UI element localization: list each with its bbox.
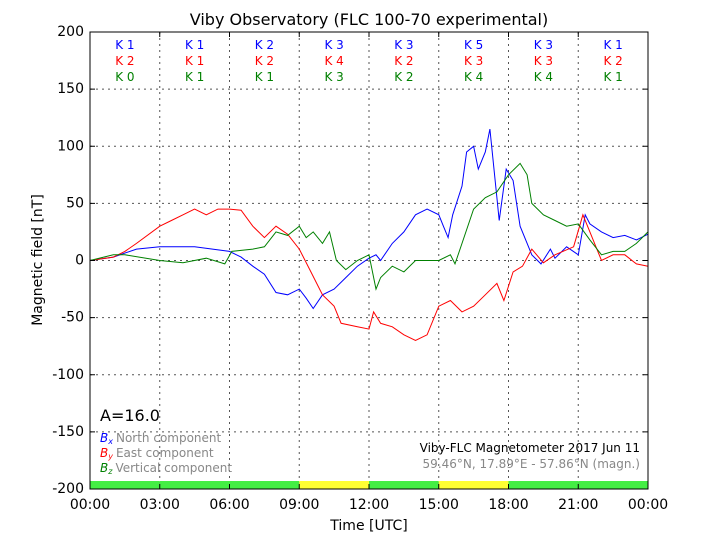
k-index-north: K 5 xyxy=(464,38,483,52)
coords-label: 59.46°N, 17.89°E - 57.86°N (magn.) xyxy=(423,457,640,471)
k-index-north: K 3 xyxy=(394,38,413,52)
y-tick-label: 200 xyxy=(57,24,84,40)
grid xyxy=(90,32,648,489)
k-index-vertical: K 4 xyxy=(534,70,553,84)
k-index-vertical: K 4 xyxy=(464,70,483,84)
k-index-north: K 1 xyxy=(603,38,622,52)
y-tick-label: -50 xyxy=(61,310,84,326)
axis-ticks: 00:00 03:00 06:00 09:00 12:00 15:00 18:00 21:00… xyxy=(52,24,668,513)
x-tick-label: 21:00 xyxy=(558,497,598,513)
k-index-east: K 2 xyxy=(394,54,413,68)
series-line-east xyxy=(89,208,649,342)
plot-frame xyxy=(89,31,649,490)
x-tick-label: 00:00 xyxy=(628,497,668,513)
activity-segment-quiet xyxy=(369,481,439,489)
k-index-north: K 1 xyxy=(115,38,134,52)
series-line-vertical xyxy=(89,162,649,291)
activity-segment-quiet xyxy=(229,481,300,489)
k-index-north: K 3 xyxy=(324,38,343,52)
k-index-east: K 2 xyxy=(255,54,274,68)
y-tick-label: -200 xyxy=(52,481,84,497)
legend-item-east: By East component xyxy=(100,446,214,461)
y-tick-label: 0 xyxy=(75,253,84,269)
k-index-vertical: K 1 xyxy=(185,70,204,84)
k-index-east: K 3 xyxy=(534,54,553,68)
y-tick-label: 50 xyxy=(66,195,84,211)
k-index-north: K 2 xyxy=(255,38,274,52)
y-tick-label: -150 xyxy=(52,424,84,440)
activity-segment-quiet xyxy=(90,481,160,489)
x-tick-label: 09:00 xyxy=(279,497,319,513)
k-index-east: K 2 xyxy=(115,54,134,68)
x-tick-label: 12:00 xyxy=(349,497,389,513)
k-index-east: K 4 xyxy=(324,54,343,68)
activity-segment-active xyxy=(438,481,509,489)
k-index-east: K 1 xyxy=(185,54,204,68)
y-tick-label: 100 xyxy=(57,138,84,154)
k-index-north: K 3 xyxy=(534,38,553,52)
y-axis-label: Magnetic field [nT] xyxy=(30,194,46,326)
station-label: Viby-FLC Magnetometer 2017 Jun 11 xyxy=(420,441,640,455)
y-tick-label: -100 xyxy=(52,367,84,383)
k-index-vertical: K 3 xyxy=(324,70,343,84)
activity-segment-quiet xyxy=(159,481,230,489)
x-tick-label: 15:00 xyxy=(419,497,459,513)
activity-bar xyxy=(90,481,648,489)
k-index-vertical: K 2 xyxy=(394,70,413,84)
x-tick-label: 03:00 xyxy=(140,497,180,513)
series-lines xyxy=(89,129,649,342)
x-tick-label: 06:00 xyxy=(209,497,249,513)
x-tick-label: 00:00 xyxy=(70,497,110,513)
legend-item-vertical: Bz Vertical component xyxy=(100,461,232,476)
activity-segment-active xyxy=(299,481,369,489)
a-index: A=16.0 xyxy=(100,406,160,425)
k-indices: K 1 K 1 K 2 K 3 K 3 K 5 K 3 K 1 K 2 K 1 K 2 K 4 K 2 K… xyxy=(115,38,623,84)
k-index-east: K 2 xyxy=(603,54,622,68)
y-tick-label: 150 xyxy=(57,81,84,97)
k-index-north: K 1 xyxy=(185,38,204,52)
k-index-east: K 3 xyxy=(464,54,483,68)
activity-segment-quiet xyxy=(578,481,648,489)
chart-title: Viby Observatory (FLC 100-70 experimenta… xyxy=(190,10,549,29)
legend-item-north: Bx North component xyxy=(100,431,222,446)
k-index-vertical: K 0 xyxy=(115,70,134,84)
x-axis-label: Time [UTC] xyxy=(329,518,407,534)
x-tick-label: 18:00 xyxy=(488,497,528,513)
series-line-north xyxy=(89,129,649,310)
activity-segment-quiet xyxy=(508,481,579,489)
k-index-vertical: K 1 xyxy=(603,70,622,84)
k-index-vertical: K 1 xyxy=(255,70,274,84)
